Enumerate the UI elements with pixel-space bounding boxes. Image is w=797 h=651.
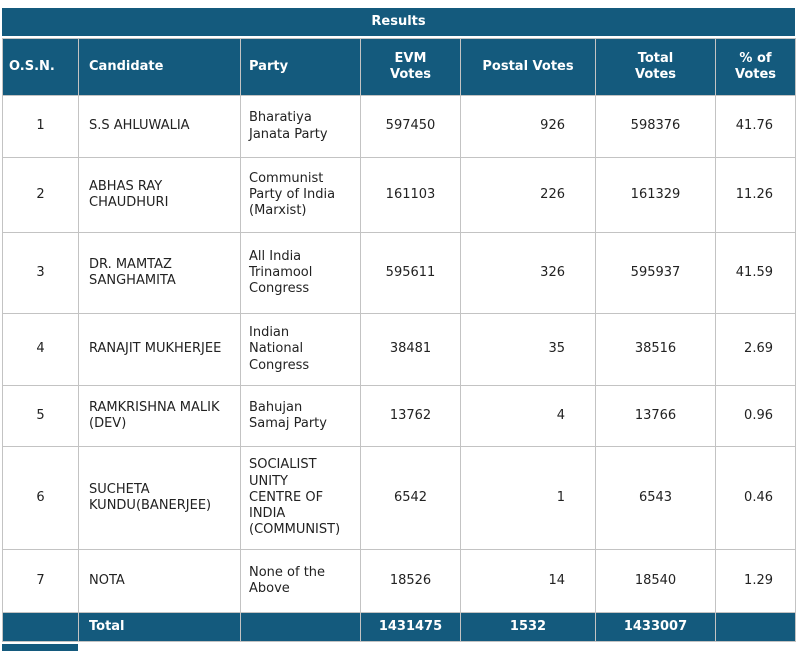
osn-cell: 3: [2, 232, 79, 314]
party-cell: Bharatiya Janata Party: [240, 95, 361, 158]
candidate-cell: RAMKRISHNA MALIK (DEV): [78, 385, 241, 447]
osn-cell: 1: [2, 95, 79, 158]
col-header-postal-votes: Postal Votes: [460, 38, 596, 96]
col-header-pct-votes: % of Votes: [715, 38, 796, 96]
total-evm-cell: 1431475: [360, 612, 461, 642]
party-cell: Communist Party of India (Marxist): [240, 157, 361, 233]
postal-votes-cell: 926: [460, 95, 596, 158]
total-votes-cell: 18540: [595, 549, 716, 613]
postal-votes-cell: 14: [460, 549, 596, 613]
col-header-osn: O.S.N.: [2, 38, 79, 96]
results-page: Results O.S.N. Candidate Party EVM Votes…: [2, 8, 796, 651]
postal-votes-cell: 35: [460, 313, 596, 386]
header-row: O.S.N. Candidate Party EVM Votes Postal …: [2, 38, 796, 96]
col-header-evm-votes: EVM Votes: [360, 38, 461, 96]
evm-votes-cell: 161103: [360, 157, 461, 233]
total-votes-sum-cell: 1433007: [595, 612, 716, 642]
table-row: 5 RAMKRISHNA MALIK (DEV) Bahujan Samaj P…: [2, 385, 796, 447]
col-header-party: Party: [240, 38, 361, 96]
pct-votes-cell: 0.46: [715, 446, 796, 550]
total-votes-cell: 595937: [595, 232, 716, 314]
table-row: 1 S.S AHLUWALIA Bharatiya Janata Party 5…: [2, 95, 796, 158]
postal-votes-cell: 226: [460, 157, 596, 233]
evm-votes-cell: 597450: [360, 95, 461, 158]
table-row: 3 DR. MAMTAZ SANGHAMITA All India Trinam…: [2, 232, 796, 314]
osn-cell: 7: [2, 549, 79, 613]
total-votes-cell: 6543: [595, 446, 716, 550]
candidate-cell: RANAJIT MUKHERJEE: [78, 313, 241, 386]
pct-votes-cell: 41.76: [715, 95, 796, 158]
col-header-total-votes: Total Votes: [595, 38, 716, 96]
total-party-cell: [240, 612, 361, 642]
evm-votes-cell: 13762: [360, 385, 461, 447]
pct-votes-cell: 0.96: [715, 385, 796, 447]
total-votes-cell: 13766: [595, 385, 716, 447]
pct-votes-cell: 1.29: [715, 549, 796, 613]
evm-votes-cell: 6542: [360, 446, 461, 550]
evm-votes-cell: 38481: [360, 313, 461, 386]
total-osn-cell: [2, 612, 79, 642]
party-cell: All India Trinamool Congress: [240, 232, 361, 314]
party-cell: Indian National Congress: [240, 313, 361, 386]
postal-votes-cell: 4: [460, 385, 596, 447]
evm-votes-cell: 595611: [360, 232, 461, 314]
total-votes-cell: 161329: [595, 157, 716, 233]
osn-cell: 5: [2, 385, 79, 447]
total-postal-cell: 1532: [460, 612, 596, 642]
total-pct-cell: [715, 612, 796, 642]
candidate-cell: S.S AHLUWALIA: [78, 95, 241, 158]
col-header-candidate: Candidate: [78, 38, 241, 96]
results-table: O.S.N. Candidate Party EVM Votes Postal …: [2, 38, 796, 642]
pct-votes-cell: 41.59: [715, 232, 796, 314]
partial-next-section-bar: [2, 644, 78, 651]
pct-votes-cell: 2.69: [715, 313, 796, 386]
candidate-cell: NOTA: [78, 549, 241, 613]
total-row: Total 1431475 1532 1433007: [2, 612, 796, 642]
candidate-cell: DR. MAMTAZ SANGHAMITA: [78, 232, 241, 314]
table-row: 4 RANAJIT MUKHERJEE Indian National Cong…: [2, 313, 796, 386]
osn-cell: 6: [2, 446, 79, 550]
candidate-cell: ABHAS RAY CHAUDHURI: [78, 157, 241, 233]
total-votes-cell: 38516: [595, 313, 716, 386]
table-row: 7 NOTA None of the Above 18526 14 18540 …: [2, 549, 796, 613]
total-votes-cell: 598376: [595, 95, 716, 158]
table-row: 6 SUCHETA KUNDU(BANERJEE) SOCIALIST UNIT…: [2, 446, 796, 550]
table-row: 2 ABHAS RAY CHAUDHURI Communist Party of…: [2, 157, 796, 233]
osn-cell: 4: [2, 313, 79, 386]
pct-votes-cell: 11.26: [715, 157, 796, 233]
results-title: Results: [2, 8, 795, 36]
postal-votes-cell: 326: [460, 232, 596, 314]
postal-votes-cell: 1: [460, 446, 596, 550]
evm-votes-cell: 18526: [360, 549, 461, 613]
candidate-cell: SUCHETA KUNDU(BANERJEE): [78, 446, 241, 550]
party-cell: SOCIALIST UNITY CENTRE OF INDIA (COMMUNI…: [240, 446, 361, 550]
party-cell: None of the Above: [240, 549, 361, 613]
party-cell: Bahujan Samaj Party: [240, 385, 361, 447]
total-label-cell: Total: [78, 612, 241, 642]
osn-cell: 2: [2, 157, 79, 233]
